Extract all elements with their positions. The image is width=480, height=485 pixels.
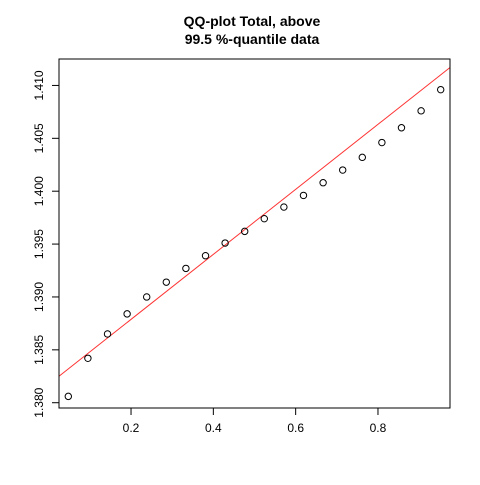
- data-point: [183, 265, 189, 271]
- data-point: [85, 355, 91, 361]
- data-point: [104, 331, 110, 337]
- data-point: [379, 139, 385, 145]
- data-point: [281, 204, 287, 210]
- data-point: [340, 167, 346, 173]
- data-point: [202, 253, 208, 259]
- data-point: [437, 86, 443, 92]
- data-point: [418, 108, 424, 114]
- x-tick-label: 0.8: [370, 421, 387, 435]
- plot-frame: [59, 59, 450, 408]
- y-tick-label: 1.380: [32, 387, 46, 417]
- y-tick-label: 1.395: [32, 229, 46, 259]
- data-point: [398, 125, 404, 131]
- data-point: [261, 215, 267, 221]
- data-point: [144, 294, 150, 300]
- plot-content: [59, 67, 450, 399]
- data-point: [163, 279, 169, 285]
- reference-line: [59, 67, 450, 376]
- chart-title: QQ-plot Total, above: [184, 13, 321, 29]
- x-tick-label: 0.6: [287, 421, 304, 435]
- y-tick-label: 1.410: [32, 70, 46, 100]
- data-point: [300, 192, 306, 198]
- y-tick-label: 1.405: [32, 123, 46, 153]
- chart-subtitle: 99.5 %-quantile data: [185, 31, 320, 47]
- data-point: [320, 180, 326, 186]
- y-tick-label: 1.400: [32, 176, 46, 206]
- data-point: [124, 311, 130, 317]
- y-tick-label: 1.390: [32, 282, 46, 312]
- data-point: [65, 393, 71, 399]
- data-point: [359, 154, 365, 160]
- y-tick-label: 1.385: [32, 334, 46, 364]
- x-tick-label: 0.4: [205, 421, 222, 435]
- y-axis: 1.380 1.385 1.390 1.395 1.400 1.405 1.410: [32, 70, 59, 418]
- x-axis: 0.2 0.4 0.6 0.8: [123, 408, 387, 435]
- x-tick-label: 0.2: [123, 421, 140, 435]
